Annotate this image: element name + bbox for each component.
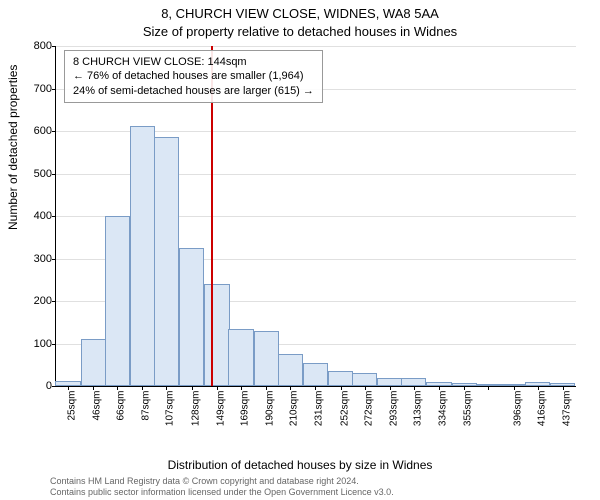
- bar: [328, 371, 353, 386]
- x-tick-mark: [563, 386, 564, 390]
- x-tick-label: 169sqm: [239, 391, 250, 451]
- title-main: 8, CHURCH VIEW CLOSE, WIDNES, WA8 5AA: [0, 6, 600, 21]
- x-tick-label: 313sqm: [412, 391, 423, 451]
- x-tick-mark: [217, 386, 218, 390]
- bar: [130, 126, 155, 386]
- x-tick-label: 231sqm: [314, 391, 325, 451]
- bar: [401, 378, 426, 387]
- attribution-line2: Contains public sector information licen…: [50, 487, 590, 498]
- y-tick-label: 0: [24, 380, 52, 392]
- x-tick-label: 128sqm: [190, 391, 201, 451]
- chart-container: 8, CHURCH VIEW CLOSE, WIDNES, WA8 5AA Si…: [0, 0, 600, 500]
- x-tick-mark: [266, 386, 267, 390]
- x-tick-mark: [365, 386, 366, 390]
- x-tick-label: 355sqm: [463, 391, 474, 451]
- annotation-line1: 8 CHURCH VIEW CLOSE: 144sqm: [73, 55, 314, 69]
- title-sub: Size of property relative to detached ho…: [0, 24, 600, 39]
- annotation-line2: ← 76% of detached houses are smaller (1,…: [73, 69, 314, 83]
- bar: [303, 363, 328, 386]
- y-tick-mark: [52, 344, 56, 345]
- y-tick-label: 500: [24, 168, 52, 180]
- annotation-line3: 24% of semi-detached houses are larger (…: [73, 84, 314, 98]
- x-tick-mark: [142, 386, 143, 390]
- bar: [228, 329, 253, 386]
- y-tick-label: 700: [24, 83, 52, 95]
- x-tick-mark: [241, 386, 242, 390]
- bar: [154, 137, 179, 386]
- bar: [179, 248, 204, 386]
- bar: [254, 331, 279, 386]
- x-tick-mark: [341, 386, 342, 390]
- gridline: [56, 46, 576, 47]
- x-tick-mark: [192, 386, 193, 390]
- attribution-line1: Contains HM Land Registry data © Crown c…: [50, 476, 590, 487]
- x-tick-mark: [390, 386, 391, 390]
- y-tick-mark: [52, 259, 56, 260]
- y-tick-label: 800: [24, 40, 52, 52]
- y-tick-mark: [52, 216, 56, 217]
- x-tick-mark: [514, 386, 515, 390]
- y-tick-mark: [52, 386, 56, 387]
- x-tick-mark: [488, 386, 489, 390]
- x-tick-label: 293sqm: [388, 391, 399, 451]
- y-tick-label: 600: [24, 125, 52, 137]
- x-tick-label: 46sqm: [92, 391, 103, 451]
- y-tick-mark: [52, 89, 56, 90]
- bar: [377, 378, 402, 386]
- bar: [204, 284, 229, 386]
- y-tick-mark: [52, 301, 56, 302]
- x-axis-label: Distribution of detached houses by size …: [0, 458, 600, 472]
- x-tick-label: 416sqm: [536, 391, 547, 451]
- x-tick-label: 210sqm: [289, 391, 300, 451]
- y-tick-label: 300: [24, 253, 52, 265]
- x-tick-label: 334sqm: [438, 391, 449, 451]
- x-tick-mark: [439, 386, 440, 390]
- x-tick-label: 66sqm: [116, 391, 127, 451]
- y-tick-label: 200: [24, 295, 52, 307]
- bar: [81, 339, 106, 386]
- attribution: Contains HM Land Registry data © Crown c…: [50, 476, 590, 498]
- x-tick-mark: [414, 386, 415, 390]
- x-tick-label: 149sqm: [215, 391, 226, 451]
- x-tick-label: 87sqm: [141, 391, 152, 451]
- x-tick-mark: [290, 386, 291, 390]
- y-tick-label: 400: [24, 210, 52, 222]
- y-tick-mark: [52, 131, 56, 132]
- bar: [105, 216, 130, 386]
- x-tick-label: 396sqm: [512, 391, 523, 451]
- x-tick-label: 107sqm: [165, 391, 176, 451]
- x-tick-label: 272sqm: [363, 391, 374, 451]
- plot-area: 010020030040050060070080025sqm46sqm66sqm…: [55, 46, 576, 387]
- x-tick-label: 437sqm: [561, 391, 572, 451]
- x-tick-mark: [315, 386, 316, 390]
- bar: [352, 373, 377, 386]
- x-tick-mark: [464, 386, 465, 390]
- y-tick-mark: [52, 46, 56, 47]
- bar: [278, 354, 303, 386]
- x-tick-label: 25sqm: [67, 391, 78, 451]
- x-tick-mark: [68, 386, 69, 390]
- x-tick-label: 190sqm: [265, 391, 276, 451]
- x-tick-mark: [538, 386, 539, 390]
- x-tick-mark: [93, 386, 94, 390]
- y-axis-label: Number of detached properties: [6, 65, 20, 230]
- annotation-box: 8 CHURCH VIEW CLOSE: 144sqm← 76% of deta…: [64, 50, 323, 103]
- y-tick-label: 100: [24, 338, 52, 350]
- x-tick-mark: [117, 386, 118, 390]
- x-tick-label: 252sqm: [339, 391, 350, 451]
- x-tick-mark: [166, 386, 167, 390]
- y-tick-mark: [52, 174, 56, 175]
